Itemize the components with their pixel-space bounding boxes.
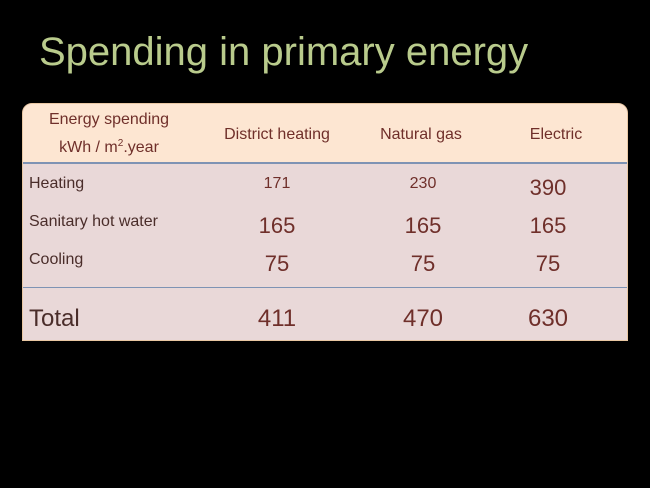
- cell-sanitary-district: 165: [258, 213, 296, 238]
- table-header-row: Energy spending kWh / m2.year District h…: [23, 104, 627, 164]
- cell-heating-electric: 390: [529, 175, 567, 200]
- cell-total-electric: 630: [527, 305, 569, 332]
- cell-sanitary-gas: 165: [404, 213, 442, 238]
- cell-total-gas: 470: [402, 305, 444, 332]
- corner-line2: kWh / m2.year: [24, 132, 194, 160]
- column-header-electric: Electric: [529, 126, 583, 143]
- energy-spending-table: Energy spending kWh / m2.year District h…: [22, 103, 628, 341]
- cell-cooling-district: 75: [264, 251, 290, 276]
- cell-heating-gas: 230: [409, 175, 437, 192]
- row-label-total: Total: [29, 305, 80, 332]
- cell-sanitary-electric: 165: [529, 213, 567, 238]
- row-label-heating: Heating: [29, 175, 85, 192]
- header-corner-cell: Energy spending kWh / m2.year: [24, 108, 194, 160]
- cell-heating-district: 171: [263, 175, 291, 192]
- corner-unit-prefix: kWh / m: [59, 139, 118, 156]
- cell-cooling-electric: 75: [535, 251, 561, 276]
- cell-total-district: 411: [257, 305, 297, 332]
- row-label-sanitary-hot-water: Sanitary hot water: [29, 213, 158, 230]
- column-header-natural-gas: Natural gas: [380, 126, 462, 143]
- column-header-district-heating: District heating: [224, 126, 330, 143]
- cell-cooling-gas: 75: [410, 251, 436, 276]
- total-divider: [23, 287, 627, 288]
- slide-title: Spending in primary energy: [39, 30, 529, 74]
- corner-unit-sup: 2: [117, 138, 124, 149]
- row-label-cooling: Cooling: [29, 251, 84, 268]
- corner-unit-suffix: .year: [123, 139, 159, 156]
- corner-line1: Energy spending: [48, 111, 170, 128]
